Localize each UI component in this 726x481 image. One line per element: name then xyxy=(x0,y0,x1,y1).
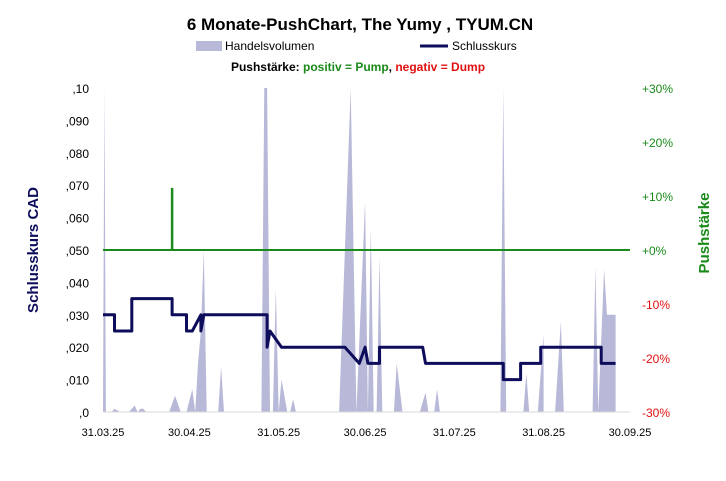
y-axis-left-label: Schlusskurs CAD xyxy=(25,187,42,313)
left-tick-label: ,090 xyxy=(66,114,90,128)
right-tick-labels: +30% +20% +10% +0% -10% -20% -30% xyxy=(642,82,673,420)
legend-label-volume: Handelsvolumen xyxy=(225,39,314,53)
legend-swatch-volume xyxy=(196,41,222,51)
right-tick-label: +30% xyxy=(642,82,673,96)
x-tick-label: 31.08.25 xyxy=(522,427,565,439)
left-tick-label: ,0 xyxy=(79,406,89,420)
left-tick-label: ,050 xyxy=(66,244,90,258)
chart-subtitle: Pushstärke: positiv = Pump, negativ = Du… xyxy=(231,60,485,74)
left-tick-label: ,070 xyxy=(66,179,90,193)
left-tick-label: ,040 xyxy=(66,276,90,290)
legend-label-close: Schlusskurs xyxy=(452,39,517,53)
x-tick-labels: 31.03.25 30.04.25 31.05.25 30.06.25 31.07.25… xyxy=(82,427,652,439)
volume-area xyxy=(103,88,616,412)
chart-title: 6 Monate-PushChart, The Yumy , TYUM.CN xyxy=(187,15,533,34)
left-tick-label: ,10 xyxy=(72,82,89,96)
right-tick-label: +0% xyxy=(642,244,667,258)
right-tick-label: +20% xyxy=(642,136,673,150)
x-tick-label: 30.09.25 xyxy=(609,427,652,439)
left-tick-label: ,030 xyxy=(66,309,90,323)
subtitle-negative: negativ = Dump xyxy=(395,60,485,74)
x-tick-label: 31.03.25 xyxy=(82,427,125,439)
left-tick-label: ,020 xyxy=(66,341,90,355)
close-line xyxy=(103,297,616,382)
y-axis-right-label: Pushstärke xyxy=(696,193,713,274)
left-tick-labels: ,10 ,090 ,080 ,070 ,060 ,050 ,040 ,030 ,020 ,010,… xyxy=(66,82,90,420)
subtitle-positive: positiv = Pump xyxy=(303,60,389,74)
right-tick-label: +10% xyxy=(642,190,673,204)
close-line-layer xyxy=(103,297,616,382)
volume-area-layer xyxy=(103,88,616,412)
subtitle-separator: , xyxy=(389,60,396,74)
x-tick-label: 30.04.25 xyxy=(168,427,211,439)
right-tick-label: -30% xyxy=(642,406,670,420)
right-tick-label: -10% xyxy=(642,298,670,312)
left-tick-label: ,080 xyxy=(66,147,90,161)
push-layer xyxy=(103,187,630,251)
x-tick-label: 31.05.25 xyxy=(257,427,300,439)
x-tick-label: 31.07.25 xyxy=(433,427,476,439)
x-tick-label: 30.06.25 xyxy=(344,427,387,439)
left-tick-label: ,010 xyxy=(66,374,90,388)
right-tick-label: -20% xyxy=(642,352,670,366)
subtitle-prefix: Pushstärke: xyxy=(231,60,303,74)
left-tick-label: ,060 xyxy=(66,212,90,226)
legend: Handelsvolumen Schlusskurs xyxy=(196,39,517,53)
